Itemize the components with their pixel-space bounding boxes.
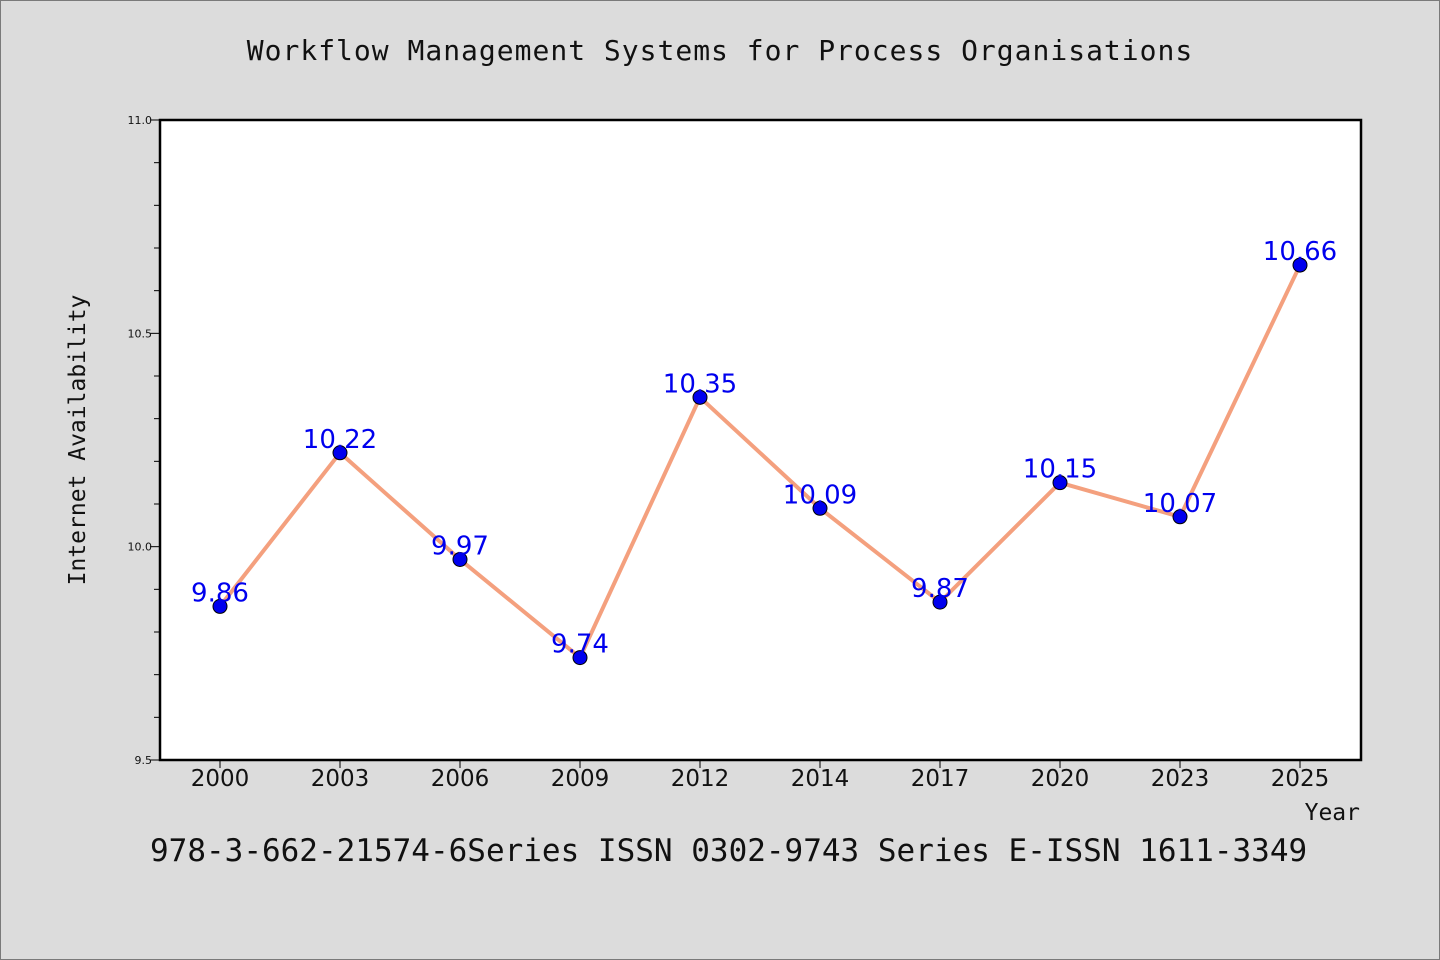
x-tick-label: 2003 [311, 766, 370, 792]
data-label: 9.74 [551, 630, 609, 660]
chart-title: Workflow Management Systems for Process … [246, 34, 1194, 67]
data-point [452, 551, 468, 567]
data-point [692, 389, 708, 405]
data-point [1292, 257, 1308, 273]
x-axis-ticks: 2000 2003 2006 2009 2012 2014 2017 2020 2023 2025 [191, 760, 1330, 792]
data-label: 10.66 [1263, 237, 1337, 267]
data-point [812, 500, 828, 516]
data-point [212, 598, 228, 614]
x-tick-label: 2000 [191, 766, 250, 792]
data-label: 10.09 [783, 480, 857, 510]
data-label: 9.97 [431, 531, 489, 561]
data-point [932, 594, 948, 610]
data-point [332, 445, 348, 461]
plot-area [158, 118, 1363, 762]
data-label: 10.15 [1023, 455, 1097, 485]
y-tick-label: 10.0 [128, 541, 153, 554]
x-axis-title: Year [1305, 800, 1360, 826]
data-label: 10.35 [663, 369, 737, 399]
data-label: 9.86 [191, 578, 249, 608]
data-labels: 9.86 10.22 9.97 9.74 10.35 10.09 9.87 10.15 10.0… [191, 237, 1337, 660]
x-tick-label: 2009 [551, 766, 610, 792]
footer-isbn-text: 978-3-662-21574-6Series ISSN 0302-9743 S… [150, 833, 1308, 869]
y-tick-label: 9.5 [135, 754, 153, 767]
y-axis-title: Internet Availability [65, 295, 91, 586]
series-markers [212, 257, 1308, 666]
x-tick-label: 2014 [791, 766, 850, 792]
x-tick-label: 2006 [431, 766, 490, 792]
y-axis-ticks: 9.5 10.0 10.5 11.0 [128, 114, 160, 767]
series-line [218, 264, 1302, 660]
x-tick-label: 2023 [1151, 766, 1210, 792]
data-point [572, 650, 588, 666]
x-tick-label: 2025 [1271, 766, 1330, 792]
data-point [1172, 509, 1188, 525]
x-tick-label: 2012 [671, 766, 730, 792]
data-label: 10.22 [303, 425, 377, 455]
x-tick-label: 2017 [911, 766, 970, 792]
x-tick-label: 2020 [1031, 766, 1090, 792]
data-label: 10.07 [1143, 489, 1217, 519]
y-tick-label: 10.5 [128, 327, 153, 340]
y-tick-label: 11.0 [128, 114, 153, 127]
data-point [1052, 475, 1068, 491]
data-label: 9.87 [911, 574, 969, 604]
